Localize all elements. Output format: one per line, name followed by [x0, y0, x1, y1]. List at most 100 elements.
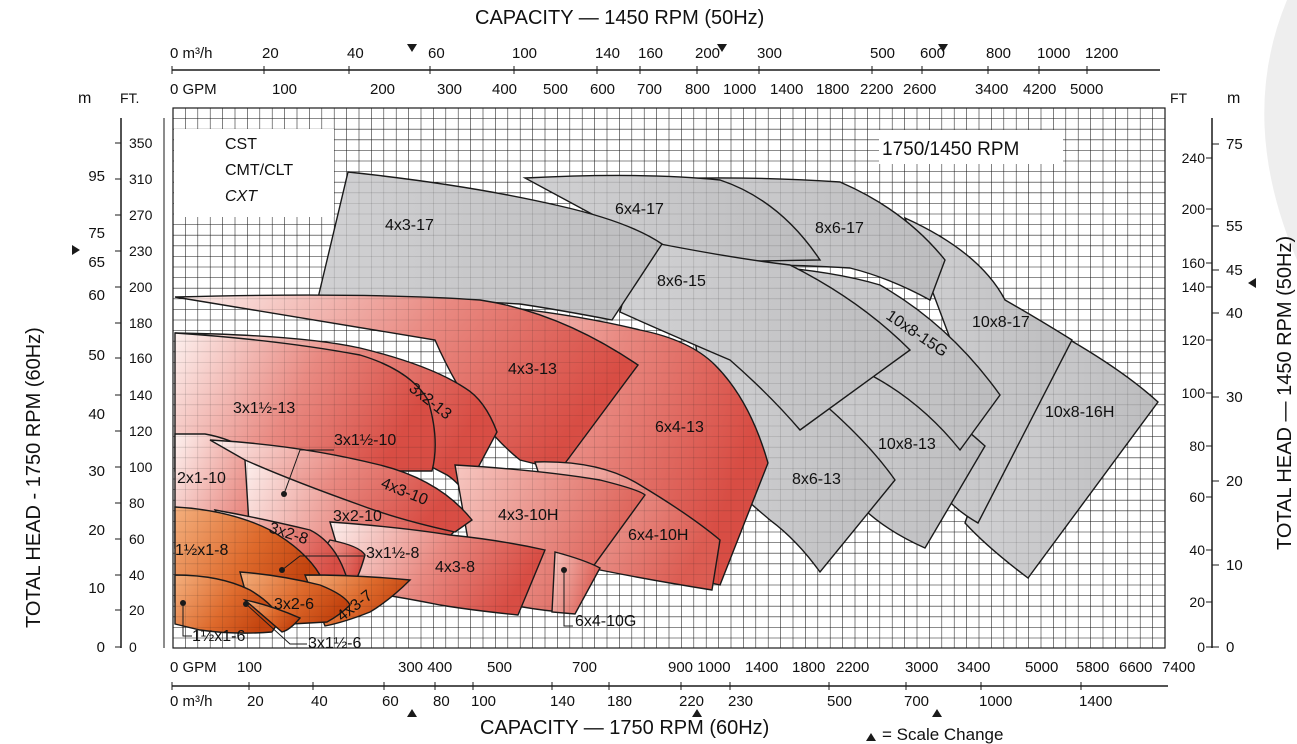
- title-box: [879, 130, 1063, 164]
- bottom-gpm-tick: 0 GPM: [170, 659, 217, 676]
- bottom-m3h-tick: 1400: [1079, 693, 1112, 710]
- right-ft-tick: 200: [1182, 201, 1206, 217]
- label-6x4-17: 6x4-17: [615, 201, 664, 218]
- left-ft-unit: FT.: [120, 90, 139, 106]
- scale-change-marker-up: [932, 709, 942, 717]
- bottom-axis-title: CAPACITY — 1750 RPM (60Hz): [480, 717, 769, 739]
- right-m-tick: 30: [1226, 389, 1243, 406]
- bottom-gpm-tick: 1400: [745, 659, 778, 676]
- bottom-m3h-tick: 20: [247, 693, 264, 710]
- right-m-tick: 45: [1226, 262, 1243, 279]
- right-ft-tick: 160: [1182, 255, 1206, 271]
- label-4x3-8: 4x3-8: [435, 559, 475, 576]
- top-m3h-tick: 140: [595, 45, 620, 62]
- label-6x4-13: 6x4-13: [655, 419, 704, 436]
- right-ft-tick: 120: [1182, 332, 1206, 348]
- left-m-tick: 50: [88, 347, 105, 364]
- left-m-tick: 0: [97, 639, 105, 656]
- left-m-tick: 10: [88, 580, 105, 597]
- right-m-unit: m: [1227, 90, 1240, 107]
- left-m-tick: 75: [88, 225, 105, 242]
- bottom-gpm-tick: 2200: [836, 659, 869, 676]
- region-3x1half-13: [174, 332, 436, 472]
- label-10x8-16h: 10x8-16H: [1045, 404, 1114, 421]
- label-6x4-10h: 6x4-10H: [628, 527, 688, 544]
- decorative-swoosh: [1264, 0, 1297, 260]
- pump-labels: CST CMT/CLT CXT 1750/1450 RPM 4x3-17 6x4-17 8x…: [174, 129, 1114, 652]
- leader-line: [245, 603, 307, 645]
- right-ft-unit: FT: [1170, 90, 1188, 106]
- right-m-tick: 0: [1226, 639, 1234, 656]
- scale-change-marker-down: [938, 44, 948, 52]
- bottom-gpm-tick: 3000: [905, 659, 938, 676]
- bottom-m3h-tick: 500: [827, 693, 852, 710]
- bottom-gpm-tick: 5000: [1025, 659, 1058, 676]
- bottom-gpm-tick: 3400: [957, 659, 990, 676]
- label-6x4-10g: 6x4-10G: [575, 613, 636, 630]
- left-m-tick: 40: [88, 406, 105, 423]
- label-3x1half-13: 3x1½-13: [233, 400, 295, 417]
- label-3x1half-6: 3x1½-6: [308, 635, 361, 652]
- right-m-tick: 20: [1226, 473, 1243, 490]
- right-axis-title: TOTAL HEAD — 1450 RPM (50Hz): [1274, 236, 1296, 550]
- label-2x1-10: 2x1-10: [177, 470, 226, 487]
- leader-dot: [279, 567, 285, 573]
- top-gpm-tick: 800: [685, 81, 710, 98]
- label-3x2-6: 3x2-6: [274, 596, 314, 613]
- legend-line-cst: CST: [225, 136, 257, 153]
- top-gpm-tick: 500: [543, 81, 568, 98]
- top-m3h-tick: 500: [870, 45, 895, 62]
- top-m3h-tick: 100: [512, 45, 537, 62]
- top-gpm-tick: 300: [437, 81, 462, 98]
- left-m-tick: 95: [88, 168, 105, 185]
- right-ft-tick: 240: [1182, 150, 1206, 166]
- bottom-m3h-tick: 80: [433, 693, 450, 710]
- top-gpm-tick: 0 GPM: [170, 81, 217, 98]
- leader-line: [563, 570, 573, 627]
- top-m3h-tick: 20: [262, 45, 279, 62]
- top-gpm-tick: 600: [590, 81, 615, 98]
- bottom-m3h-tick: 180: [607, 693, 632, 710]
- leader-line: [182, 603, 192, 637]
- legend-line-cmt-clt: CMT/CLT: [225, 162, 293, 179]
- top-gpm-tick: 3400: [975, 81, 1008, 98]
- top-gpm-tick: 1000: [723, 81, 756, 98]
- leader-line: [281, 555, 364, 571]
- top-m3h-tick: 1000: [1037, 45, 1070, 62]
- top-gpm-tick: 5000: [1070, 81, 1103, 98]
- label-1halfx1-8: 1½x1-8: [175, 542, 228, 559]
- bottom-m3h-tick: 140: [550, 693, 575, 710]
- top-m3h-tick: 0 m³/h: [170, 45, 213, 62]
- pump-regions: [174, 171, 1159, 634]
- scale-change-legend-marker: [866, 733, 876, 741]
- left-ft-tick: 120: [129, 423, 153, 439]
- region-3x1half-6: [242, 598, 302, 633]
- left-ft-tick: 310: [129, 171, 153, 187]
- label-10x8-17: 10x8-17: [972, 314, 1030, 331]
- scale-change-marker-down: [717, 44, 727, 52]
- legend-line-cxt: CXT: [225, 188, 258, 205]
- top-gpm-tick: 700: [637, 81, 662, 98]
- right-m-tick: 55: [1226, 218, 1243, 235]
- left-ft-tick: 140: [129, 387, 153, 403]
- label-4x3-17: 4x3-17: [385, 217, 434, 234]
- label-4x3-13: 4x3-13: [508, 361, 557, 378]
- bottom-gpm-tick: 6600: [1119, 659, 1152, 676]
- top-gpm-tick: 1400: [770, 81, 803, 98]
- right-ft-tick: 0: [1197, 639, 1205, 655]
- top-m3h-tick: 40: [347, 45, 364, 62]
- bottom-m3h-tick: 1000: [979, 693, 1012, 710]
- left-ft-tick: 60: [129, 531, 145, 547]
- top-m3h-tick: 60: [428, 45, 445, 62]
- left-ft-tick: 350: [129, 135, 153, 151]
- bottom-m3h-tick: 220: [679, 693, 704, 710]
- bottom-gpm-tick: 7400: [1162, 659, 1195, 676]
- left-ft-tick: 0: [129, 639, 137, 655]
- top-gpm-tick: 2200: [860, 81, 893, 98]
- bottom-gpm-tick: 700: [572, 659, 597, 676]
- top-m3h-tick: 1200: [1085, 45, 1118, 62]
- bottom-m3h-tick: 0 m³/h: [170, 693, 213, 710]
- bottom-m3h-tick: 100: [471, 693, 496, 710]
